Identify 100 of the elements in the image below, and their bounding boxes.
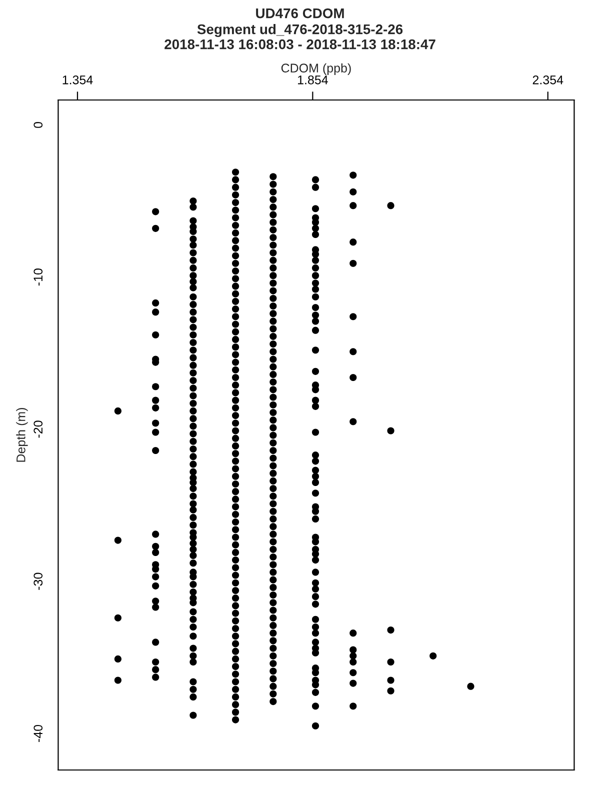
y-tick-label: -20 <box>34 420 43 438</box>
point <box>114 676 122 684</box>
x-tick-label: 1.854 <box>298 75 328 84</box>
point <box>312 458 320 465</box>
y-axis-title: Depth (m) <box>16 408 28 462</box>
point <box>387 676 394 684</box>
y-tick-label: -10 <box>34 268 43 286</box>
point <box>350 646 357 654</box>
point <box>312 386 320 394</box>
point <box>312 538 320 546</box>
point <box>350 702 357 710</box>
point <box>350 188 357 196</box>
point <box>152 308 160 316</box>
point <box>350 669 357 676</box>
point <box>312 722 320 730</box>
point <box>152 208 160 216</box>
point <box>152 299 160 306</box>
point <box>387 202 394 210</box>
chart-title: UD476 CDOM <box>256 8 344 18</box>
point <box>312 466 320 474</box>
point <box>312 286 320 293</box>
point <box>312 272 320 280</box>
point <box>312 256 320 264</box>
point <box>312 346 320 354</box>
point <box>350 202 357 210</box>
point <box>152 446 160 454</box>
chart-subtitle: Segment ud_476-2018-315-2-26 2018-11-13 16:08:03 - 2018-11-13 18:18:47 <box>164 24 436 50</box>
point <box>350 313 357 320</box>
point <box>312 593 320 600</box>
point <box>152 666 160 674</box>
point <box>312 318 320 325</box>
point <box>312 452 320 459</box>
point <box>350 260 357 267</box>
point <box>312 176 320 184</box>
point <box>350 630 357 637</box>
x-axis-title: CDOM (ppb) <box>281 63 351 75</box>
x-tick-label: 1.354 <box>62 75 93 84</box>
point <box>312 568 320 576</box>
point <box>152 331 160 338</box>
point <box>312 669 320 676</box>
point <box>312 688 320 696</box>
point <box>312 428 320 436</box>
point <box>312 224 320 232</box>
point <box>350 658 357 666</box>
y-tick-label: 0 <box>34 122 43 128</box>
point <box>312 478 320 486</box>
point <box>467 682 474 690</box>
point <box>152 224 160 232</box>
point <box>152 548 160 556</box>
point <box>152 404 160 412</box>
point <box>312 585 320 592</box>
point <box>312 638 320 646</box>
point <box>152 530 160 538</box>
x-tick-label: 2.354 <box>532 75 564 84</box>
point <box>387 687 394 694</box>
point <box>152 604 160 611</box>
point <box>350 680 357 687</box>
point <box>152 658 160 666</box>
point <box>152 383 160 390</box>
point <box>430 652 437 660</box>
point <box>387 626 394 634</box>
point <box>312 702 320 710</box>
y-tick-label: -40 <box>34 724 43 742</box>
point <box>350 418 357 426</box>
point <box>114 655 122 662</box>
point <box>350 172 357 179</box>
point <box>312 368 320 375</box>
point <box>152 598 160 605</box>
point <box>114 407 122 415</box>
point <box>312 579 320 586</box>
point <box>312 264 320 272</box>
point <box>152 566 160 573</box>
point <box>312 556 320 564</box>
point <box>152 420 160 427</box>
point <box>152 396 160 404</box>
point <box>312 304 320 312</box>
point <box>152 428 160 436</box>
point <box>350 652 357 660</box>
point <box>312 623 320 631</box>
point <box>152 582 160 590</box>
point <box>312 616 320 623</box>
point <box>312 205 320 212</box>
point <box>387 658 394 666</box>
point <box>312 681 320 688</box>
point <box>312 326 320 334</box>
point <box>312 515 320 523</box>
y-tick-label: -30 <box>34 572 43 590</box>
point <box>152 638 160 646</box>
point <box>114 614 122 622</box>
point <box>152 573 160 580</box>
point <box>312 230 320 238</box>
point <box>350 238 357 246</box>
point <box>312 184 320 191</box>
point <box>152 674 160 681</box>
point <box>387 427 394 434</box>
point <box>312 630 320 637</box>
point <box>312 402 320 410</box>
point <box>312 293 320 300</box>
point <box>350 348 357 356</box>
point <box>312 312 320 319</box>
